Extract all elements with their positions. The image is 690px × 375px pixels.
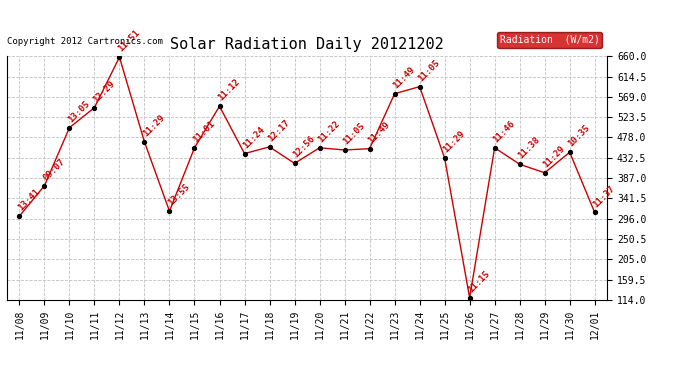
Text: 11:38: 11:38	[516, 135, 542, 161]
Text: 11:15: 11:15	[466, 269, 492, 294]
Text: 11:46: 11:46	[491, 119, 517, 144]
Text: 11:05: 11:05	[342, 121, 366, 146]
Text: 09:07: 09:07	[41, 157, 66, 182]
Text: 11:29: 11:29	[542, 144, 566, 169]
Text: 11:49: 11:49	[391, 65, 417, 90]
Text: 10:35: 10:35	[566, 123, 592, 148]
Text: 11:29: 11:29	[442, 129, 466, 154]
Text: 11:37: 11:37	[591, 183, 617, 209]
Text: 11:22: 11:22	[316, 119, 342, 144]
Text: 12:17: 12:17	[266, 118, 292, 143]
Text: 13:05: 13:05	[66, 99, 92, 124]
Text: 12:29: 12:29	[91, 79, 117, 104]
Text: 13:55: 13:55	[166, 182, 192, 208]
Title: Solar Radiation Daily 20121202: Solar Radiation Daily 20121202	[170, 37, 444, 52]
Text: 11:05: 11:05	[416, 58, 442, 83]
Text: 11:49: 11:49	[366, 120, 392, 145]
Text: Copyright 2012 Cartronics.com: Copyright 2012 Cartronics.com	[7, 37, 163, 46]
Text: 11:51: 11:51	[116, 28, 141, 54]
Text: 12:56: 12:56	[291, 135, 317, 160]
Text: 11:01: 11:01	[191, 119, 217, 144]
Text: 13:41: 13:41	[16, 187, 41, 213]
Legend: Radiation  (W/m2): Radiation (W/m2)	[497, 32, 602, 48]
Text: 11:29: 11:29	[141, 113, 166, 138]
Text: 11:12: 11:12	[216, 77, 241, 103]
Text: 11:24: 11:24	[241, 124, 266, 150]
